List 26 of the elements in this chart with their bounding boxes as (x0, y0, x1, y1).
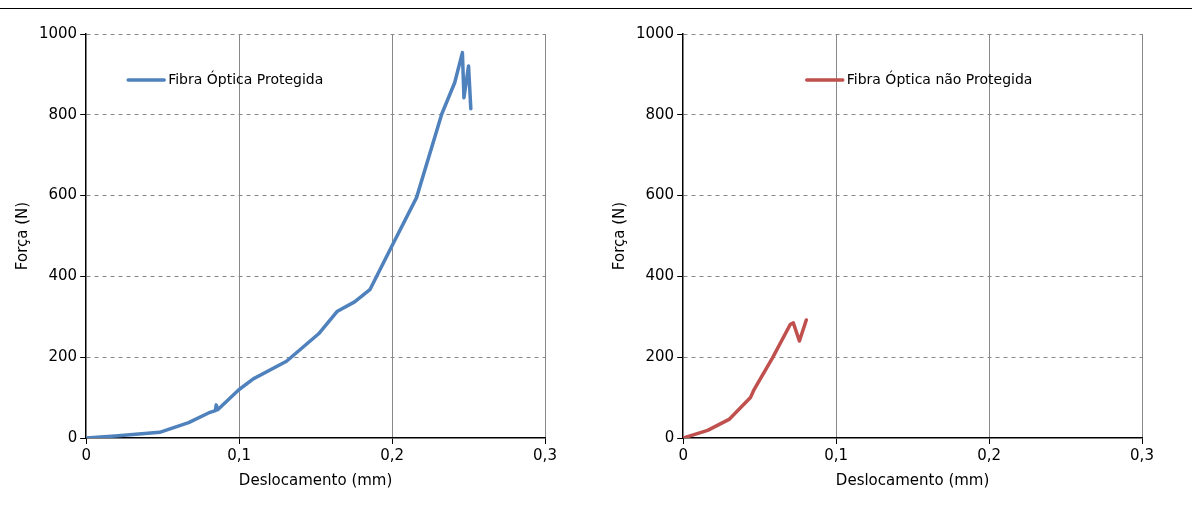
x-tick-label: 0,1 (824, 445, 849, 464)
y-tick-label: 800 (645, 104, 675, 123)
y-tick-label: 1000 (38, 23, 78, 42)
legend-label: Fibra Óptica não Protegida (846, 69, 1033, 87)
x-tick-label: 0,2 (380, 445, 404, 464)
y-tick-label: 600 (48, 185, 78, 204)
y-tick-label: 1000 (635, 23, 675, 42)
x-tick-label: 0 (678, 445, 688, 464)
y-tick-label: 400 (48, 266, 78, 285)
x-tick-label: 0,2 (977, 445, 1001, 464)
x-tick-label: 0,3 (1130, 445, 1154, 464)
x-axis-title: Deslocamento (mm) (238, 470, 393, 489)
x-axis-title: Deslocamento (mm) (835, 470, 990, 489)
y-tick-label: 800 (48, 104, 78, 123)
y-tick-label: 0 (67, 427, 78, 446)
y-tick-label: 0 (664, 427, 675, 446)
y-tick-label: 400 (645, 266, 675, 285)
legend-label: Fibra Óptica Protegida (168, 69, 324, 87)
y-axis-title: Força (N) (609, 201, 628, 271)
y-tick-label: 600 (645, 185, 675, 204)
y-tick-label: 200 (48, 347, 78, 366)
y-axis-title: Força (N) (12, 201, 31, 271)
x-tick-label: 0 (81, 445, 91, 464)
x-tick-label: 0,1 (227, 445, 252, 464)
y-tick-label: 200 (645, 347, 675, 366)
x-tick-label: 0,3 (533, 445, 557, 464)
